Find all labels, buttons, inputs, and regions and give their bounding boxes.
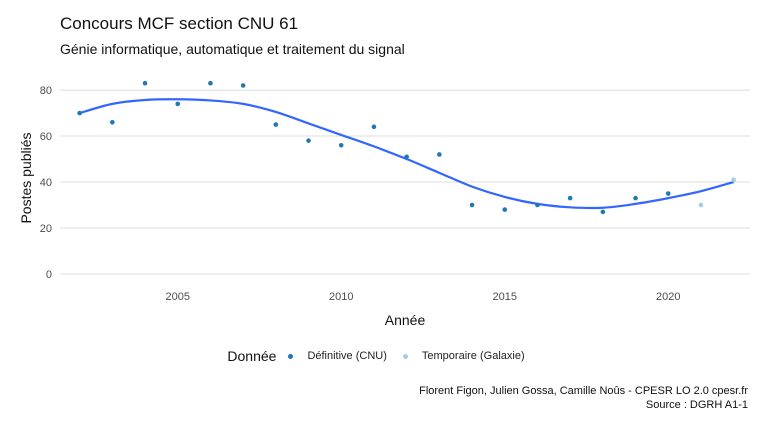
data-point-definitive [77,110,82,116]
legend: Donnée Définitive (CNU) Temporaire (Gala… [0,348,768,364]
x-tick-label: 2015 [492,291,516,303]
data-point-definitive [338,142,344,148]
data-point-definitive [404,154,409,160]
data-point-definitive [240,83,246,88]
data-point-definitive [306,138,311,143]
chart-title: Concours MCF section CNU 61 [60,14,299,33]
y-tick-label: 20 [40,223,52,235]
data-point-definitive [142,80,148,86]
data-point-definitive [469,202,475,208]
legend-dot-temporaire [402,353,408,359]
data-point-definitive [502,207,508,212]
data-point-definitive [535,202,540,208]
x-tick-label: 2005 [165,291,189,303]
data-point-temporaire [698,202,704,208]
legend-item-definitive: Définitive (CNU) [288,350,387,362]
data-point-definitive [665,191,671,196]
y-tick-label: 40 [40,177,52,189]
data-point-definitive [371,124,377,130]
scatter-plot: 0 20 40 60 80 2005 2010 2015 2020 Année Postes pub… [18,80,750,328]
legend-dot-definitive [288,353,294,359]
y-tick-label: 60 [40,131,52,143]
trend-line [79,98,734,210]
legend-item-temporaire: Temporaire (Galaxie) [402,350,525,362]
data-point-definitive [208,80,213,86]
chart-subtitle: Génie informatique, automatique et trait… [60,41,405,57]
legend-title: Donnée [227,348,277,364]
caption-authors: Florent Figon, Julien Gossa, Camille Noû… [419,385,748,397]
data-point-definitive [437,152,442,157]
x-axis-title: Année [385,312,426,328]
x-tick-label: 2020 [656,291,680,303]
caption-source: Source : DGRH A1-1 [645,399,748,411]
data-point-definitive [273,122,279,127]
y-tick-label: 80 [40,85,52,97]
data-point-definitive [633,195,638,201]
data-point-definitive [175,101,181,107]
caption: Florent Figon, Julien Gossa, Camille Noû… [419,384,748,412]
x-tick-label: 2010 [329,291,353,303]
y-tick-label: 0 [46,269,52,281]
legend-label-definitive: Définitive (CNU) [307,350,387,362]
y-axis-title: Postes publiés [18,132,34,223]
data-point-definitive [567,195,573,201]
legend-label-temporaire: Temporaire (Galaxie) [421,350,525,362]
data-point-temporaire [731,177,736,183]
data-point-definitive [110,119,115,125]
data-point-definitive [600,209,606,215]
